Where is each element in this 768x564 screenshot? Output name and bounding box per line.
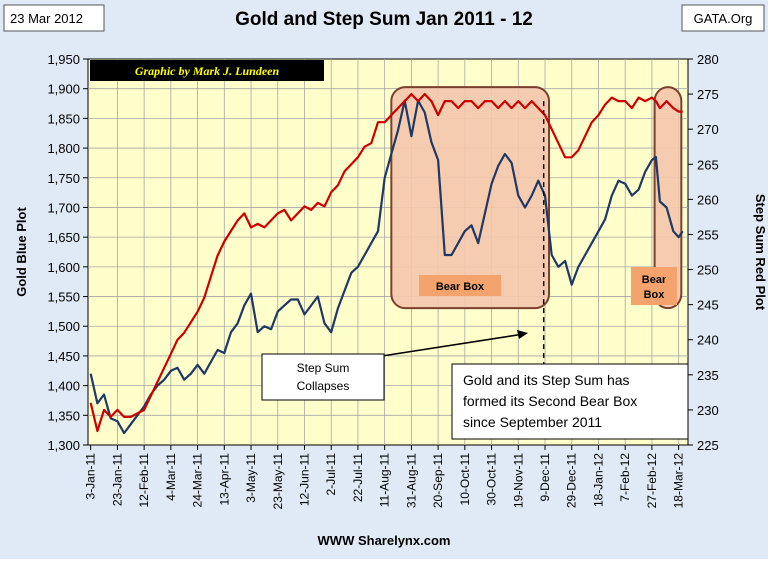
y-left-tick-label: 1,800 bbox=[47, 141, 80, 156]
y-left-tick-label: 1,650 bbox=[47, 230, 80, 245]
chart-title: Gold and Step Sum Jan 2011 - 12 bbox=[235, 9, 533, 30]
x-tick-label: 2-Jul-11 bbox=[324, 453, 338, 496]
y-left-tick-label: 1,350 bbox=[47, 408, 80, 423]
y-right-tick-label: 235 bbox=[697, 368, 719, 383]
y-right-tick-label: 275 bbox=[697, 87, 719, 102]
x-tick-label: 10-Oct-11 bbox=[458, 453, 472, 506]
gold-series-line bbox=[89, 99, 684, 435]
step-sum-callout-line2: Collapses bbox=[297, 379, 350, 393]
y-left-tick-label: 1,750 bbox=[47, 171, 80, 186]
y-left-tick-label: 1,900 bbox=[47, 82, 80, 97]
y-axis-left-label: Gold Blue Plot bbox=[14, 207, 29, 297]
note-line1: Gold and its Step Sum has bbox=[463, 372, 630, 388]
y-right-tick-label: 245 bbox=[697, 298, 719, 313]
y-left-tick-label: 1,700 bbox=[47, 200, 80, 215]
x-tick-label: 31-Aug-11 bbox=[404, 453, 418, 508]
y-left-tick-label: 1,950 bbox=[47, 52, 80, 67]
x-tick-label: 29-Dec-11 bbox=[565, 453, 579, 508]
x-tick-label: 13-Apr-11 bbox=[217, 453, 231, 506]
series-layer bbox=[89, 92, 684, 435]
x-tick-label: 18-Mar-12 bbox=[672, 453, 686, 509]
y-axis-right-label: Step Sum Red Plot bbox=[753, 194, 768, 311]
date-box bbox=[3, 4, 105, 32]
callout-arrow bbox=[381, 333, 525, 357]
footer-website: WWW Sharelynx.com bbox=[318, 533, 451, 548]
bear-box-label-2-line1: Bear bbox=[642, 274, 667, 286]
x-tick-label: 30-Oct-11 bbox=[485, 453, 499, 506]
source-label: GATA.Org bbox=[694, 11, 753, 26]
x-tick-label: 11-Aug-11 bbox=[378, 453, 392, 508]
x-tick-label: 3-Jan-11 bbox=[84, 453, 98, 500]
date-label: 23 Mar 2012 bbox=[10, 11, 83, 26]
note-line3: since September 2011 bbox=[463, 414, 602, 430]
bear-box-label-1: Bear Box bbox=[436, 281, 485, 293]
second-bear-box-note bbox=[451, 363, 689, 440]
x-tick-label: 18-Jan-12 bbox=[591, 453, 605, 507]
x-tick-labels: 3-Jan-11 23-Jan-11 12-Feb-11 4-Mar-11 24-Mar… bbox=[84, 453, 686, 510]
x-tick-label: 27-Feb-12 bbox=[645, 453, 659, 509]
bear-box-label-2-bg bbox=[631, 267, 677, 305]
x-tick-label: 23-Jan-11 bbox=[110, 453, 124, 506]
y-left-tick-label: 1,500 bbox=[47, 319, 80, 334]
x-tick-label: 22-Jul-11 bbox=[351, 453, 365, 502]
step-sum-callout-line1: Step Sum bbox=[297, 361, 350, 375]
x-tick-label: 12-Jun-11 bbox=[297, 453, 311, 506]
credit-text: Graphic by Mark J. Lundeen bbox=[135, 64, 280, 78]
note-line2: formed its Second Bear Box bbox=[463, 393, 637, 409]
source-box bbox=[681, 4, 765, 32]
step-sum-callout-box bbox=[261, 353, 385, 401]
y-right-tick-label: 260 bbox=[697, 192, 719, 207]
credit-banner bbox=[90, 60, 324, 81]
axes: 1,950 1,900 1,850 1,800 1,750 1,700 1,650 1,600… bbox=[47, 52, 718, 453]
y-right-tick-label: 270 bbox=[697, 122, 719, 137]
x-tick-label: 7-Feb-12 bbox=[618, 453, 632, 502]
x-tick-label: 4-Mar-11 bbox=[164, 453, 178, 501]
y-right-tick-label: 250 bbox=[697, 263, 719, 278]
y-right-tick-label: 255 bbox=[697, 227, 719, 242]
bear-box-2 bbox=[653, 86, 683, 310]
y-left-tick-label: 1,600 bbox=[47, 260, 80, 275]
bear-box-label-2-line2: Box bbox=[644, 289, 666, 301]
y-right-tick-label: 280 bbox=[697, 52, 719, 67]
y-right-tick-label: 240 bbox=[697, 333, 719, 348]
y-right-tick-label: 230 bbox=[697, 403, 719, 418]
x-tick-label: 24-Mar-11 bbox=[191, 453, 205, 508]
y-left-tick-label: 1,300 bbox=[47, 438, 80, 453]
x-tick-label: 19-Nov-11 bbox=[511, 453, 525, 508]
y-right-tick-label: 225 bbox=[697, 438, 719, 453]
x-tick-label: 12-Feb-11 bbox=[137, 453, 151, 508]
x-tick-label: 9-Dec-11 bbox=[538, 453, 552, 502]
y-left-tick-label: 1,550 bbox=[47, 290, 80, 305]
callout-arrowhead bbox=[517, 330, 528, 339]
x-tick-label: 20-Sep-11 bbox=[431, 453, 445, 508]
y-right-tick-label: 265 bbox=[697, 157, 719, 172]
x-tick-label: 3-May-11 bbox=[244, 453, 258, 503]
y-left-tick-label: 1,400 bbox=[47, 379, 80, 394]
bear-box-label-1-bg bbox=[419, 275, 501, 296]
y-left-tick-label: 1,850 bbox=[47, 111, 80, 126]
x-tick-label: 23-May-11 bbox=[271, 453, 285, 510]
y-left-tick-label: 1,450 bbox=[47, 349, 80, 364]
step-sum-series-line bbox=[89, 92, 683, 433]
